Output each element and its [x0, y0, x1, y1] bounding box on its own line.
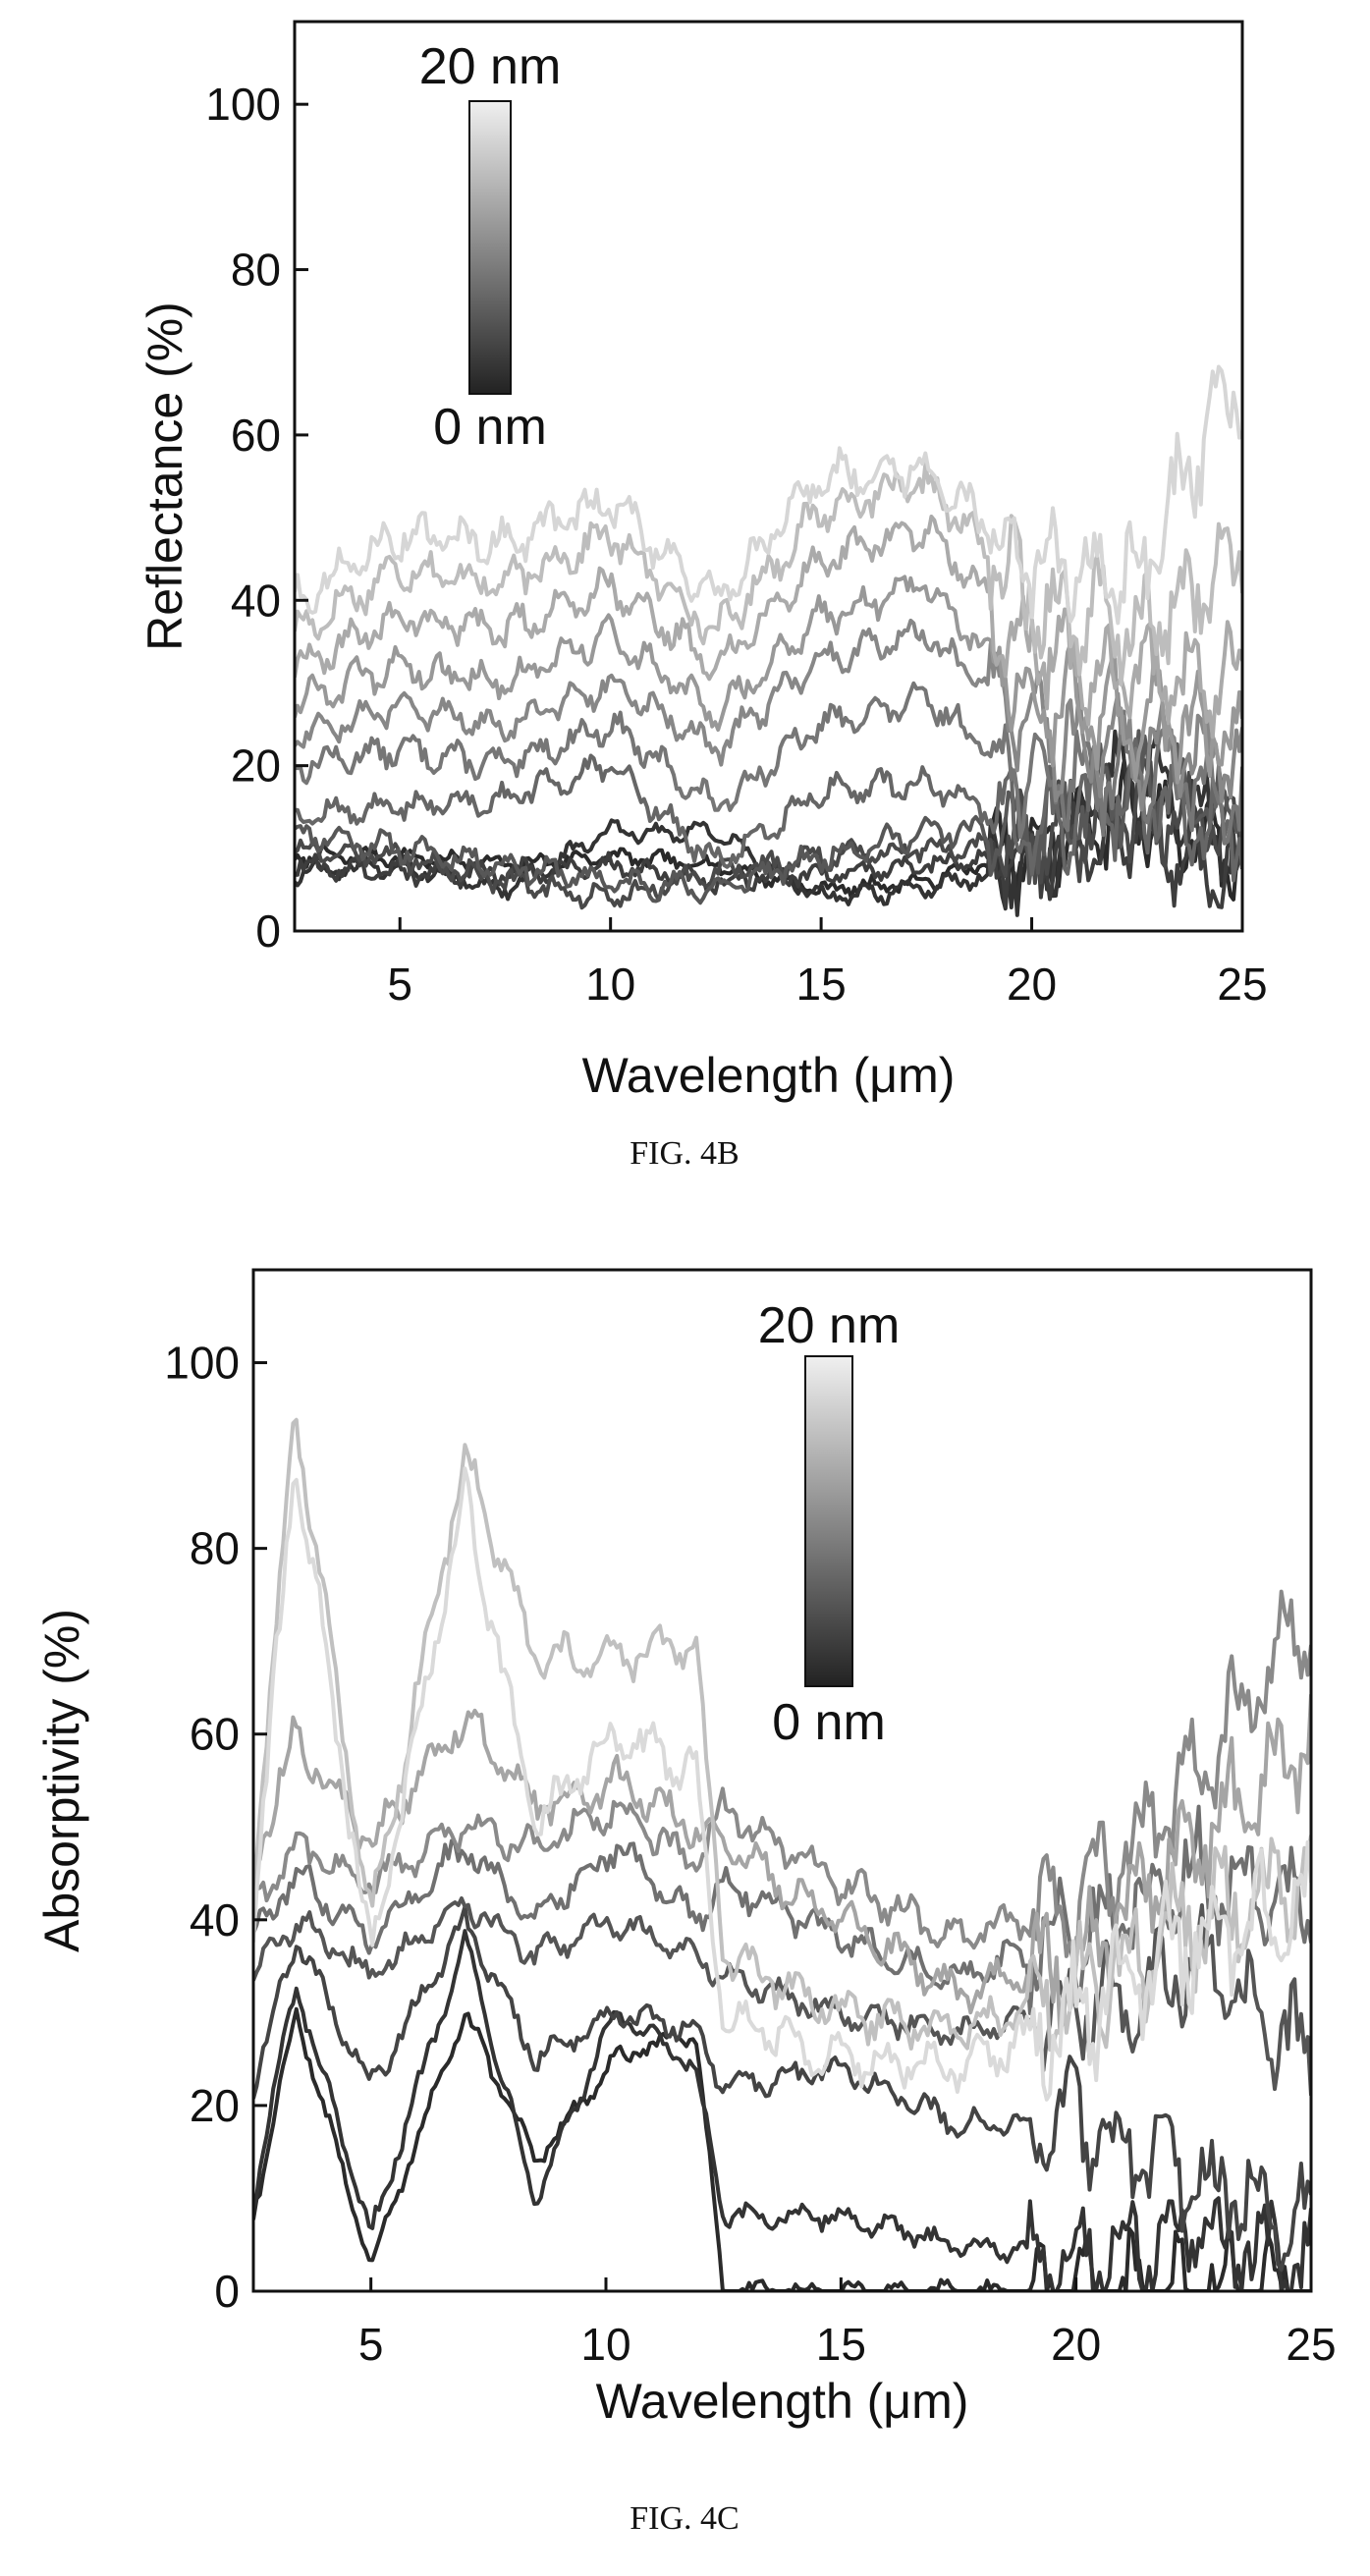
- figure-caption: FIG. 4C: [630, 2500, 739, 2537]
- y-axis-label: Absorptivity (%): [34, 1609, 89, 1952]
- y-tick-label: 80: [231, 245, 281, 296]
- x-tick-label: 20: [1051, 2319, 1101, 2370]
- y-tick-label: 60: [231, 410, 281, 461]
- y-tick-label: 40: [231, 575, 281, 626]
- series-line: [253, 1417, 1311, 2053]
- y-tick-label: 100: [205, 79, 281, 130]
- x-tick-label: 5: [387, 959, 412, 1010]
- y-tick-label: 0: [255, 905, 281, 957]
- x-tick-label: 25: [1217, 959, 1267, 1010]
- plot-frame: [251, 1268, 1313, 2293]
- x-axis-label: Wavelength (μm): [596, 2374, 969, 2429]
- series-line: [295, 729, 1242, 905]
- colorbar-gradient: [468, 100, 512, 395]
- series-line: [295, 364, 1242, 626]
- series-line: [295, 618, 1242, 812]
- x-tick-label: 5: [358, 2319, 384, 2370]
- absorptivity-chart: 0 20 40 60 80 100 5 10 15 20 25 20 nm 0 nm Wavelen…: [34, 1268, 1337, 2537]
- x-tick-label: 25: [1286, 2319, 1336, 2370]
- x-tick-label: 10: [585, 959, 635, 1010]
- x-tick-label: 15: [816, 2319, 866, 2370]
- x-axis-label: Wavelength (μm): [582, 1048, 956, 1103]
- colorbar-bottom-label: 0 nm: [433, 399, 547, 456]
- y-axis-label: Reflectance (%): [137, 301, 192, 651]
- series-line: [295, 737, 1242, 883]
- series-line: [253, 1694, 1311, 2033]
- thickness-colorbar: 20 nm 0 nm: [419, 38, 562, 456]
- reflectance-chart: 0 20 40 60 80 100 5 10 15 20 25 20 nm 0 nm Wavelen…: [137, 20, 1268, 1172]
- figure-caption: FIG. 4B: [630, 1135, 739, 1172]
- series-line: [253, 1589, 1311, 1967]
- thickness-colorbar: 20 nm 0 nm: [758, 1297, 901, 1751]
- plot-frame: [293, 20, 1244, 933]
- y-tick-label: 0: [214, 2266, 240, 2317]
- colorbar-gradient: [804, 1355, 853, 1687]
- y-tick-label: 80: [190, 1523, 240, 1574]
- x-tick-label: 20: [1007, 959, 1057, 1010]
- y-tick-label: 20: [231, 740, 281, 792]
- series-line: [295, 462, 1242, 686]
- series-line: [253, 1896, 1311, 2096]
- x-tick-label: 10: [580, 2319, 630, 2370]
- y-tick-label: 20: [190, 2080, 240, 2131]
- y-tick-label: 100: [164, 1338, 240, 1389]
- colorbar-top-label: 20 nm: [758, 1297, 901, 1354]
- x-tick-label: 15: [796, 959, 847, 1010]
- series-line: [253, 1904, 1311, 2273]
- series-line: [295, 575, 1242, 785]
- colorbar-bottom-label: 0 nm: [772, 1694, 886, 1751]
- series-line: [295, 515, 1242, 740]
- series-line: [253, 2006, 1311, 2291]
- series-line: [253, 1466, 1311, 2102]
- y-tick-label: 60: [190, 1709, 240, 1760]
- series-line: [253, 1929, 1311, 2291]
- y-tick-label: 40: [190, 1894, 240, 1946]
- colorbar-top-label: 20 nm: [419, 38, 562, 95]
- series-line: [295, 758, 1242, 910]
